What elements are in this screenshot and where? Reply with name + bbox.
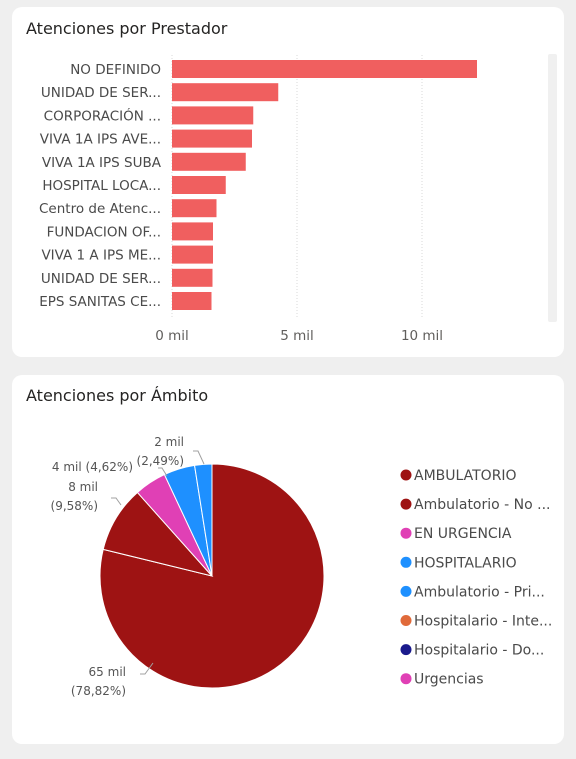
legend-marker xyxy=(400,644,412,656)
pie-chart: 65 mil (78,82%) 8 mil (9,58%) 4 mil (4,62%) 2… xyxy=(51,435,553,698)
legend-label: Ambulatorio - No ... xyxy=(414,497,551,513)
bar xyxy=(172,199,217,218)
legend-marker xyxy=(400,469,412,481)
legend-marker xyxy=(400,498,412,510)
slice-percent-label: (2,49%) xyxy=(137,454,184,468)
legend-label: Urgencias xyxy=(414,672,484,688)
scrollbar xyxy=(548,54,557,322)
legend-label: AMBULATORIO xyxy=(414,468,517,484)
slice-label: 4 mil (4,62%) xyxy=(52,460,133,474)
pie-slice xyxy=(193,463,213,577)
bar-chart: 0 mil 5 mil 10 mil NO DEFINIDO UNIDAD DE SER… xyxy=(39,54,557,344)
category-label: CORPORACIÓN ... xyxy=(44,106,161,124)
slice-label: 2 mil xyxy=(154,435,184,449)
category-label: NO DEFINIDO xyxy=(70,62,161,78)
legend-marker xyxy=(400,673,412,685)
x-tick-label: 0 mil xyxy=(155,328,189,344)
bar xyxy=(172,245,213,264)
slice-percent-label: (9,58%) xyxy=(51,499,98,513)
x-tick-label: 10 mil xyxy=(401,328,443,344)
bar xyxy=(172,60,477,78)
slice-label: 65 mil xyxy=(89,665,126,679)
legend-marker xyxy=(400,585,412,597)
leader-line xyxy=(193,450,205,465)
legend-label: EN URGENCIA xyxy=(414,526,512,542)
category-label: UNIDAD DE SER... xyxy=(41,271,161,287)
bar-chart-card: Atenciones por Prestador 0 mil 5 mil 10 mi… xyxy=(12,7,564,357)
x-tick-label: 5 mil xyxy=(280,328,314,344)
slice-percent-label: (78,82%) xyxy=(71,684,126,698)
category-label: VIVA 1A IPS AVE... xyxy=(40,132,161,148)
slice-label: 8 mil xyxy=(68,480,98,494)
pie-chart-title: Atenciones por Ámbito xyxy=(26,386,209,405)
legend-label: Hospitalario - Do... xyxy=(414,643,544,659)
bar xyxy=(172,268,213,287)
category-label: FUNDACION OF... xyxy=(47,224,161,240)
bar xyxy=(172,176,226,194)
bar-chart-title: Atenciones por Prestador xyxy=(26,19,228,38)
bar xyxy=(172,152,246,171)
legend-marker xyxy=(400,556,412,568)
bar xyxy=(172,106,254,125)
legend-marker xyxy=(400,615,412,626)
legend-label: Ambulatorio - Pri... xyxy=(414,584,545,600)
pie-chart-card: Atenciones por Ámbito 65 mil (78,82%) 8 mi… xyxy=(12,375,564,744)
category-label: Centro de Atenc... xyxy=(39,201,161,217)
legend-marker xyxy=(400,527,412,539)
bar xyxy=(172,129,252,148)
bar xyxy=(172,292,212,310)
leader-line xyxy=(140,662,154,675)
category-label: VIVA 1A IPS SUBA xyxy=(42,155,162,171)
category-label: UNIDAD DE SER... xyxy=(41,85,161,101)
category-label: VIVA 1 A IPS ME... xyxy=(41,248,161,264)
bar xyxy=(172,222,213,241)
bar xyxy=(172,83,279,102)
category-label: HOSPITAL LOCA... xyxy=(42,178,161,194)
legend-label: HOSPITALARIO xyxy=(414,555,517,571)
category-label: EPS SANITAS CE... xyxy=(39,294,161,310)
legend-label: Hospitalario - Inte... xyxy=(414,614,552,630)
leader-line xyxy=(158,467,168,477)
leader-line xyxy=(111,497,122,506)
